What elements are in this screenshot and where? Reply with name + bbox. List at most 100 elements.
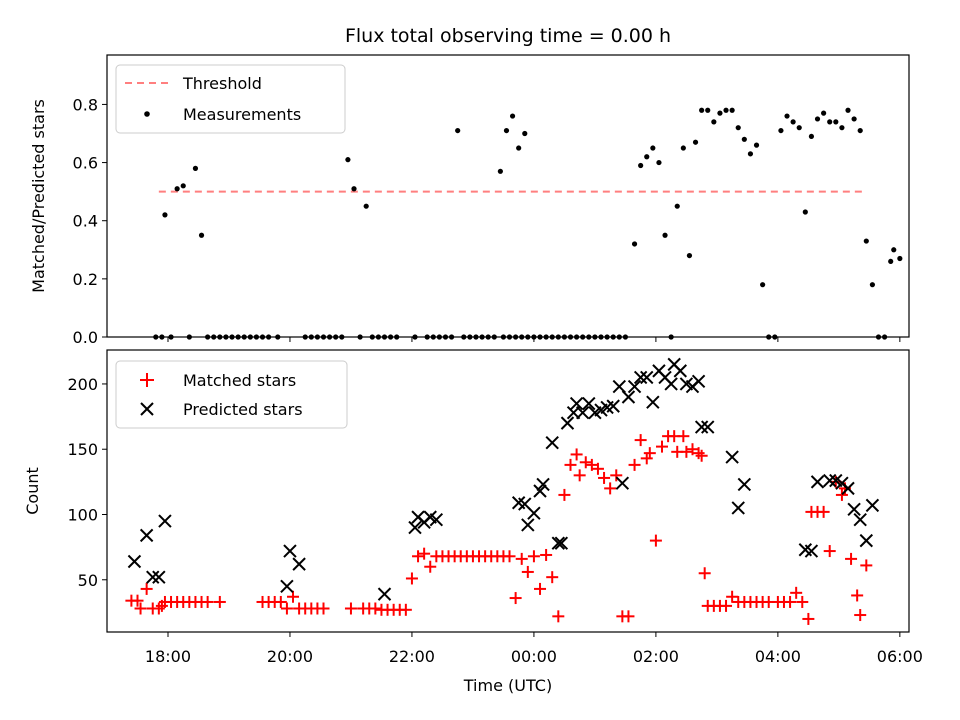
measurement-point [192,165,199,171]
matched-star-point [634,434,647,447]
matched-star-point [527,550,540,563]
matched-star-point [643,447,656,460]
measurement-point [827,119,833,125]
measurement-point [692,139,699,145]
measurement-point [741,136,747,142]
measurement-point [753,142,760,148]
measurement-point [851,116,857,122]
ratio-y-tick-label: 0.0 [73,328,98,347]
measurement-point [503,127,510,134]
matched-star-point [287,590,300,603]
predicted-star-point [560,416,575,430]
measurement-point [784,113,790,119]
matched-star-point [317,602,330,615]
predicted-star-point [847,502,861,516]
predicted-star-point [823,473,837,488]
predicted-star-point [841,481,855,496]
predicted-star-point [533,484,547,498]
matched-star-point [854,609,867,622]
matched-star-point [628,458,641,471]
predicted-star-point [633,370,648,385]
predicted-star-point [701,420,715,434]
legend-threshold-label: Threshold [182,74,262,93]
matched-star-point [564,458,577,471]
matched-star-point [604,482,617,495]
measurement-point [455,127,461,134]
predicted-star-point [139,528,154,543]
predicted-star-point [664,377,678,391]
measurement-point [839,125,845,131]
count-x-ticks: 18:00 20:00 22:00 00:00 02:00 04:00 06:00 [145,632,923,666]
matched-star-point [823,545,836,558]
predicted-star-point [377,587,392,601]
predicted-star-point [408,520,422,535]
predicted-star-point [865,498,880,513]
matched-star-point [509,592,522,605]
measurement-point [760,282,766,288]
predicted-star-point [691,374,706,389]
measurement-point [363,203,369,209]
measurement-point [863,238,869,244]
measurement-point [845,107,851,113]
count-y-tick-label: 200 [67,375,98,394]
matched-star-point [424,560,437,573]
measurement-point [162,212,168,218]
matched-star-point [418,547,431,560]
matched-star-point [784,595,797,608]
measurement-point [674,203,680,209]
matched-star-point [344,602,357,615]
predicted-star-point [280,579,294,594]
measurement-point [509,113,516,119]
matched-star-point [695,449,708,462]
x-axis-label: Time (UTC) [463,676,552,695]
count-legend: Matched stars Predicted stars [115,360,348,429]
matched-star-point [534,582,547,595]
predicted-star-point [725,450,739,464]
matched-star-point [860,559,873,572]
predicted-star-point [158,514,172,528]
predicted-star-point [810,475,825,489]
predicted-star-point [536,477,550,492]
matched-star-point [851,589,864,602]
measurement-point [897,255,903,262]
ratio-legend: Threshold Measurements [115,64,346,134]
measurement-point [833,119,839,125]
predicted-star-point [731,501,745,515]
measurement-point [729,107,735,113]
predicted-star-point [554,536,569,550]
x-tick-label: 06:00 [877,647,923,666]
measurement-point [705,107,711,113]
predicted-star-point [569,396,584,411]
matched-star-point [546,571,559,584]
legend-matched-swatch [140,373,154,387]
matched-star-point [686,443,699,456]
matched-star-point [720,599,733,612]
predicted-star-point [146,570,160,584]
measurement-point [662,232,668,238]
predicted-star-point [673,364,687,378]
predicted-star-point [292,557,306,571]
measurement-point [869,282,876,288]
matched-star-point [140,582,153,595]
ratio-legend-box [115,64,346,134]
measurement-point [631,241,638,247]
ratio-y-ticks: 0.0 0.2 0.4 0.6 0.8 [73,95,107,347]
matched-star-point [796,595,809,608]
matched-star-point [134,602,147,615]
matched-star-point [677,430,690,443]
count-y-tick-label: 100 [67,506,98,525]
ratio-y-tick-label: 0.4 [73,212,98,231]
measurement-point [814,116,821,122]
measurement-point [650,145,656,151]
legend-predicted-swatch [140,402,154,416]
measurement-point [891,247,897,253]
predicted-star-point [804,544,819,558]
measurement-point [516,145,522,151]
count-panel: 50 100 150 200 18:00 20:00 22:00 00:00 02:00 04:… [23,349,923,695]
measurement-point [656,159,662,166]
x-tick-label: 04:00 [755,647,801,666]
measurement-point [778,127,784,134]
matched-star-point [399,603,412,616]
matched-star-point [680,445,693,458]
